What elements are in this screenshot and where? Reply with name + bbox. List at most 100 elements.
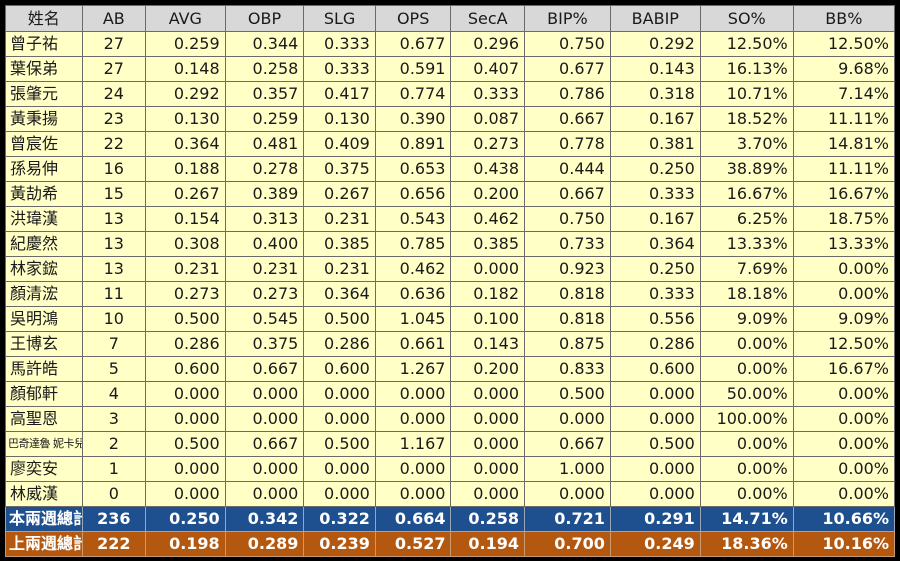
- cell-bb: 13.33%: [792, 231, 896, 257]
- cell-obp: 0.357: [224, 81, 305, 107]
- cell-obp: 0.000: [224, 456, 305, 482]
- cell-seca: 0.000: [450, 481, 526, 507]
- cell-so: 0.00%: [699, 456, 794, 482]
- cell-avg: 0.600: [144, 356, 226, 382]
- cell-seca: 0.438: [450, 156, 526, 182]
- cell-obp: 0.000: [224, 381, 305, 407]
- cell-ops: 0.656: [374, 181, 452, 207]
- cell-bip: 0.833: [524, 356, 611, 382]
- cell-avg: 0.292: [144, 81, 226, 107]
- cell-avg: 0.231: [144, 256, 226, 282]
- cell-avg: 0.286: [144, 331, 226, 357]
- cell-so: 16.67%: [699, 181, 794, 207]
- cell-slg: 0.231: [303, 256, 376, 282]
- cell-babip: 0.167: [609, 106, 701, 132]
- cell-name: 林威漢: [5, 481, 83, 507]
- cell-avg: 0.000: [144, 456, 226, 482]
- cell-babip: 0.364: [609, 231, 701, 257]
- cell-avg: 0.130: [144, 106, 226, 132]
- cell-ab: 13: [81, 206, 146, 232]
- cell-slg: 0.239: [303, 531, 376, 557]
- cell-obp: 0.667: [224, 356, 305, 382]
- cell-babip: 0.333: [609, 281, 701, 307]
- cell-avg: 0.000: [144, 406, 226, 432]
- cell-bb: 0.00%: [792, 456, 896, 482]
- cell-so: 0.00%: [699, 431, 794, 457]
- cell-so: 3.70%: [699, 131, 794, 157]
- cell-bip: 0.721: [524, 506, 611, 532]
- cell-ab: 15: [81, 181, 146, 207]
- cell-ops: 0.527: [374, 531, 452, 557]
- cell-name: 王博玄: [5, 331, 83, 357]
- cell-obp: 0.000: [224, 481, 305, 507]
- cell-bb: 0.00%: [792, 431, 896, 457]
- cell-name: 上兩週總計: [5, 531, 83, 557]
- table-row: 顏郁軒 4 0.000 0.000 0.000 0.000 0.000 0.500 0.000 5…: [5, 381, 896, 407]
- cell-seca: 0.407: [450, 56, 526, 82]
- cell-so: 100.00%: [699, 406, 794, 432]
- cell-avg: 0.259: [144, 31, 226, 57]
- cell-seca: 0.000: [450, 256, 526, 282]
- cell-bb: 16.67%: [792, 356, 896, 382]
- cell-so: 18.18%: [699, 281, 794, 307]
- header-row: 姓名 AB AVG OBP SLG OPS SecA BIP% BABIP SO…: [5, 5, 896, 32]
- cell-avg: 0.188: [144, 156, 226, 182]
- cell-slg: 0.500: [303, 306, 376, 332]
- cell-name: 廖奕安: [5, 456, 83, 482]
- cell-slg: 0.130: [303, 106, 376, 132]
- cell-so: 7.69%: [699, 256, 794, 282]
- cell-ab: 3: [81, 406, 146, 432]
- header-name: 姓名: [5, 5, 83, 32]
- cell-bb: 10.16%: [792, 531, 896, 557]
- cell-so: 0.00%: [699, 356, 794, 382]
- table-row: 馬許皓 5 0.600 0.667 0.600 1.267 0.200 0.833 0.600 0…: [5, 356, 896, 382]
- cell-obp: 0.000: [224, 406, 305, 432]
- table-row: 王博玄 7 0.286 0.375 0.286 0.661 0.143 0.875 0.286 0…: [5, 331, 896, 357]
- cell-slg: 0.333: [303, 31, 376, 57]
- cell-ops: 1.267: [374, 356, 452, 382]
- cell-avg: 0.148: [144, 56, 226, 82]
- cell-slg: 0.000: [303, 381, 376, 407]
- cell-babip: 0.318: [609, 81, 701, 107]
- cell-obp: 0.278: [224, 156, 305, 182]
- header-babip: BABIP: [609, 5, 701, 32]
- cell-ab: 11: [81, 281, 146, 307]
- current-total-row: 本兩週總計 236 0.250 0.342 0.322 0.664 0.258 0.721 0.…: [5, 506, 896, 532]
- cell-ops: 0.774: [374, 81, 452, 107]
- cell-name: 馬許皓: [5, 356, 83, 382]
- cell-bip: 0.667: [524, 431, 611, 457]
- table-row: 洪瑋漢 13 0.154 0.313 0.231 0.543 0.462 0.750 0.167…: [5, 206, 896, 232]
- cell-slg: 0.333: [303, 56, 376, 82]
- cell-bip: 0.750: [524, 206, 611, 232]
- cell-name: 曾宸佐: [5, 131, 83, 157]
- cell-ops: 0.664: [374, 506, 452, 532]
- cell-avg: 0.273: [144, 281, 226, 307]
- cell-ab: 10: [81, 306, 146, 332]
- cell-slg: 0.000: [303, 456, 376, 482]
- cell-bip: 0.667: [524, 106, 611, 132]
- cell-ab: 16: [81, 156, 146, 182]
- cell-so: 50.00%: [699, 381, 794, 407]
- cell-slg: 0.385: [303, 231, 376, 257]
- cell-so: 0.00%: [699, 331, 794, 357]
- cell-slg: 0.231: [303, 206, 376, 232]
- cell-seca: 0.273: [450, 131, 526, 157]
- cell-seca: 0.000: [450, 431, 526, 457]
- cell-bip: 0.677: [524, 56, 611, 82]
- cell-ops: 0.543: [374, 206, 452, 232]
- cell-name: 高聖恩: [5, 406, 83, 432]
- cell-bb: 10.66%: [792, 506, 896, 532]
- cell-ab: 27: [81, 56, 146, 82]
- cell-seca: 0.143: [450, 331, 526, 357]
- cell-so: 6.25%: [699, 206, 794, 232]
- cell-bip: 0.733: [524, 231, 611, 257]
- cell-bb: 12.50%: [792, 331, 896, 357]
- cell-bb: 11.11%: [792, 106, 896, 132]
- cell-name: 本兩週總計: [5, 506, 83, 532]
- cell-slg: 0.267: [303, 181, 376, 207]
- cell-seca: 0.462: [450, 206, 526, 232]
- cell-name: 顏郁軒: [5, 381, 83, 407]
- cell-obp: 0.375: [224, 331, 305, 357]
- cell-ops: 0.677: [374, 31, 452, 57]
- cell-ops: 0.891: [374, 131, 452, 157]
